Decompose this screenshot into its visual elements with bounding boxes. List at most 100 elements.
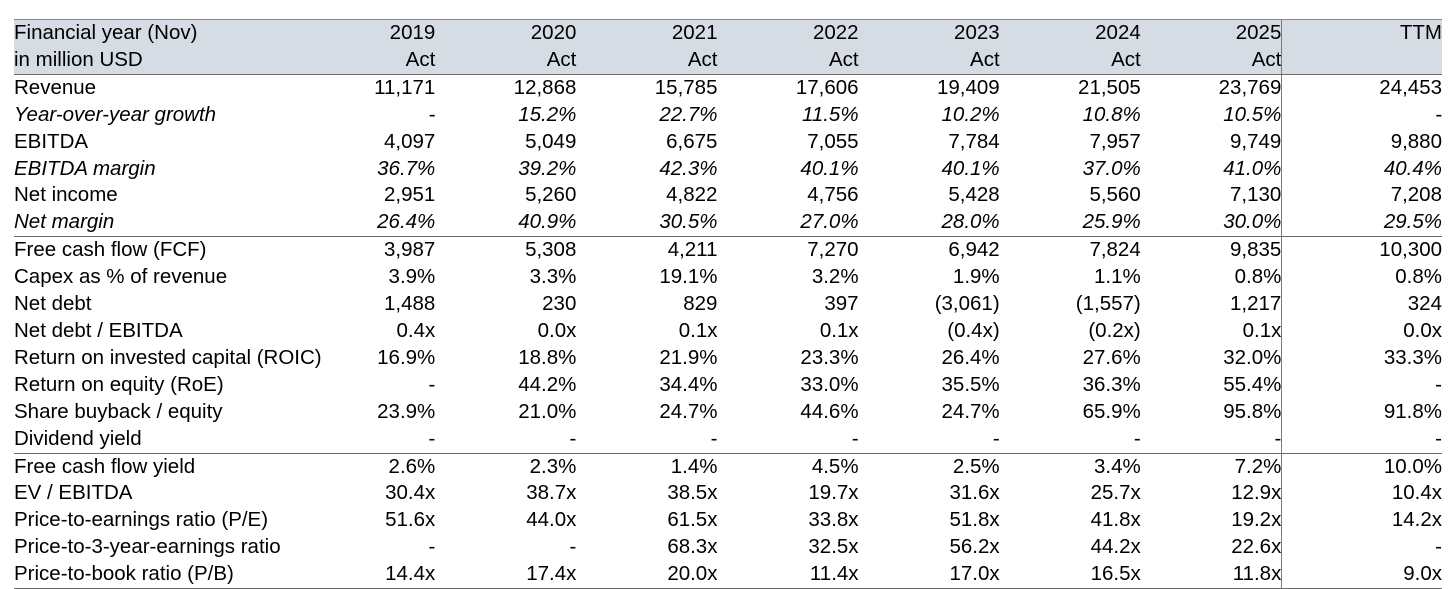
cell-2024: (0.2x) — [1088, 318, 1141, 342]
type-header-2022: Act — [717, 46, 859, 75]
cell-2019: - — [428, 372, 436, 396]
table-row: Revenue 11,171 12,868 15,785 17,606 19,409 21,… — [14, 74, 1442, 102]
cell-2024: 25.7x — [1090, 481, 1141, 505]
cell-2022: 7,055 — [807, 129, 859, 153]
type-header-2019: Act — [294, 46, 436, 75]
year-header-ttm: TTM — [1281, 18, 1442, 47]
cell-2023: 40.1% — [941, 156, 1000, 180]
type-header-2023: Act — [858, 46, 1000, 75]
cell-2022: 23.3% — [800, 345, 859, 369]
cell-2022: 4,756 — [807, 183, 859, 207]
table-row: Net income 2,951 5,260 4,822 4,756 5,428 5,560… — [14, 182, 1442, 210]
cell-2022: 11.5% — [801, 102, 859, 126]
cell-2022: 397 — [824, 292, 859, 316]
cell-2025: 32.0% — [1223, 345, 1282, 369]
cell-2020: 12,868 — [513, 75, 577, 99]
row-label: Dividend yield — [14, 426, 142, 450]
year-header-2021: 2021 — [576, 18, 718, 47]
row-label: Net income — [14, 183, 118, 207]
cell-2019: 30.4x — [385, 481, 436, 505]
table-row: Year-over-year growth - 15.2% 22.7% 11.5% 10.… — [14, 101, 1442, 129]
cell-2023: 6,942 — [858, 236, 1000, 265]
cell-2020: 44.0x — [526, 508, 577, 532]
row-label: EBITDA margin — [14, 156, 156, 180]
cell-2023: 28.0% — [941, 210, 1000, 234]
cell-2024: 27.6% — [1082, 345, 1141, 369]
cell-2024: 41.8x — [1090, 508, 1141, 532]
cell-2019: 23.9% — [377, 399, 436, 423]
row-label: Year-over-year growth — [14, 102, 217, 126]
cell-2023: (0.4x) — [947, 318, 1000, 342]
cell-2021: 4,211 — [576, 236, 718, 265]
table-row: Return on equity (RoE) - 44.2% 34.4% 33.0% 35… — [14, 371, 1442, 399]
cell-ttm: 91.8% — [1281, 398, 1442, 426]
cell-2023: 2.5% — [858, 452, 1000, 481]
cell-2025: 11.8x — [1140, 561, 1282, 589]
table-row: Share buyback / equity 23.9% 21.0% 24.7% 44.… — [14, 398, 1442, 426]
cell-2025: 0.1x — [1242, 318, 1282, 342]
cell-2023: 26.4% — [941, 345, 1000, 369]
cell-ttm: 324 — [1281, 291, 1442, 318]
year-header-2019: 2019 — [294, 18, 436, 47]
row-label: Return on invested capital (ROIC) — [14, 345, 322, 369]
table-title: Financial year (Nov) — [14, 18, 295, 47]
table-row: Price-to-earnings ratio (P/E) 51.6x 44.0x 6… — [14, 507, 1442, 535]
cell-ttm: 10.0% — [1281, 452, 1442, 481]
cell-2020: 15.2% — [518, 102, 577, 126]
cell-2023: 17.0x — [858, 561, 1000, 589]
cell-2021: 4,822 — [666, 183, 718, 207]
cell-2023: 1.9% — [952, 265, 1000, 289]
cell-2020: 40.9% — [518, 210, 577, 234]
cell-2023: 24.7% — [941, 399, 1000, 423]
cell-ttm: 33.3% — [1281, 344, 1442, 372]
header-row-years: Financial year (Nov) 2019 2020 2021 2022… — [14, 18, 1442, 47]
cell-2024: 25.9% — [1082, 210, 1141, 234]
cell-2022: 32.5x — [808, 535, 859, 559]
cell-2020: 230 — [542, 292, 577, 316]
table-row: EV / EBITDA 30.4x 38.7x 38.5x 19.7x 31.6x 25.7… — [14, 480, 1442, 508]
cell-2022: 7,270 — [717, 236, 859, 265]
cell-2025: 9,835 — [1140, 236, 1282, 265]
cell-2019: 1,488 — [383, 292, 436, 316]
cell-2024: (1,557) — [1075, 292, 1141, 316]
table-row: EBITDA margin 36.7% 39.2% 42.3% 40.1% 40.1% 37… — [14, 155, 1442, 183]
cell-2019: 16.9% — [377, 345, 436, 369]
cell-2019: - — [428, 426, 436, 450]
cell-2020: 44.2% — [518, 372, 577, 396]
table-row: Price-to-3-year-earnings ratio - - 68.3x 32.… — [14, 534, 1442, 562]
cell-ttm: 0.8% — [1281, 264, 1442, 292]
row-label: Price-to-book ratio (P/B) — [14, 561, 295, 589]
cell-2019: 51.6x — [385, 508, 436, 532]
cell-2025: 9,749 — [1230, 129, 1282, 153]
cell-2019: - — [428, 535, 436, 559]
row-label: EBITDA — [14, 129, 89, 153]
cell-2024: 5,560 — [1089, 183, 1141, 207]
cell-2022: 44.6% — [800, 399, 859, 423]
cell-2021: 1.4% — [576, 452, 718, 481]
cell-2019: 36.7% — [377, 156, 436, 180]
type-header-2021: Act — [576, 46, 718, 75]
cell-ttm: - — [1281, 425, 1442, 453]
table-row: Net debt / EBITDA 0.4x 0.0x 0.1x 0.1x (0.4x)(… — [14, 317, 1442, 345]
cell-2021: 20.0x — [576, 561, 718, 589]
type-header-2025: Act — [1140, 46, 1282, 75]
row-label: Share buyback / equity — [14, 399, 223, 423]
cell-2020: 3.3% — [529, 265, 577, 289]
cell-2022: 19.7x — [808, 481, 859, 505]
cell-2021: - — [710, 426, 718, 450]
cell-ttm: 24,453 — [1281, 74, 1442, 102]
table-row: Return on invested capital (ROIC) 16.9% 18… — [14, 344, 1442, 372]
row-label: Price-to-3-year-earnings ratio — [14, 535, 281, 559]
cell-2021: 15,785 — [654, 75, 718, 99]
cell-2025: 0.8% — [1234, 265, 1282, 289]
cell-2025: 55.4% — [1223, 372, 1282, 396]
row-label: Free cash flow (FCF) — [14, 236, 295, 265]
cell-ttm: 9.0x — [1281, 561, 1442, 589]
row-label: Revenue — [14, 75, 97, 99]
row-label: Price-to-earnings ratio (P/E) — [14, 508, 269, 532]
cell-2021: 38.5x — [667, 481, 718, 505]
cell-2021: 61.5x — [667, 508, 718, 532]
cell-2023: 5,428 — [948, 183, 1000, 207]
cell-2021: 21.9% — [659, 345, 718, 369]
cell-2024: 1.1% — [1094, 265, 1141, 289]
